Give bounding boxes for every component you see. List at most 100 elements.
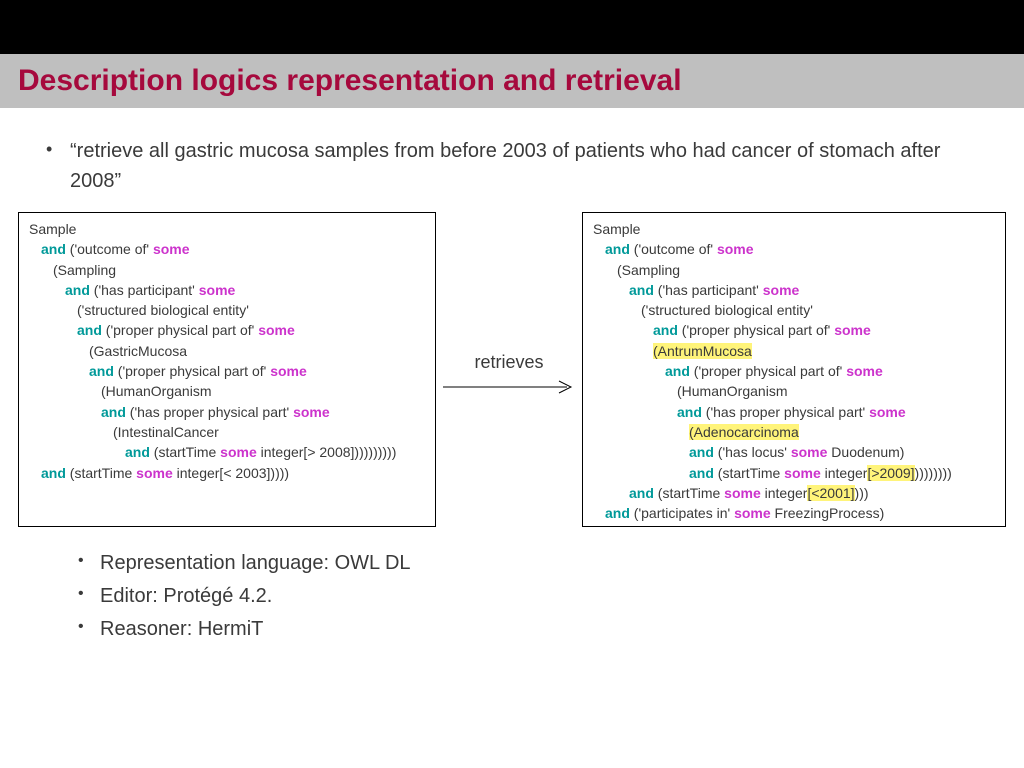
code-token: integer [821, 465, 868, 481]
keyword-and: and [629, 485, 654, 501]
code-line: and ('has proper physical part' some [593, 402, 995, 422]
keyword-and: and [665, 363, 690, 379]
keyword-some: some [258, 322, 295, 338]
keyword-some: some [153, 241, 190, 257]
keyword-some: some [834, 322, 871, 338]
code-line: and ('participates in' some FreezingProc… [593, 503, 995, 523]
code-token: ('proper physical part of' [690, 363, 846, 379]
keyword-some: some [293, 404, 330, 420]
arrow-label: retrieves [474, 352, 543, 373]
keyword-and: and [125, 444, 150, 460]
code-token: ('has proper physical part' [126, 404, 293, 420]
code-line: and (startTime some integer[<2001]))) [593, 483, 995, 503]
code-line: ('structured biological entity' [29, 300, 425, 320]
query-sentence: “retrieve all gastric mucosa samples fro… [70, 136, 974, 196]
code-line: Sample [593, 219, 995, 239]
code-token: ('participates in' [630, 505, 734, 521]
code-token: (HumanOrganism [677, 383, 787, 399]
keyword-some: some [220, 444, 257, 460]
code-token: integer[> 2008]))))))))) [257, 444, 397, 460]
code-line: and ('outcome of' some [593, 239, 995, 259]
footer-bullet-item: Representation language: OWL DL [100, 547, 1024, 580]
result-code-box: Sample and ('outcome of' some (Sampling and… [582, 212, 1006, 527]
code-line: and ('has participant' some [29, 280, 425, 300]
code-line: and ('proper physical part of' some [593, 320, 995, 340]
keyword-some: some [846, 363, 883, 379]
keyword-some: some [724, 485, 761, 501]
code-line: and ('has locus' some Duodenum) [593, 442, 995, 462]
code-line: and ('outcome of' some [29, 239, 425, 259]
code-token: ('has locus' [714, 444, 791, 460]
code-line: and ('proper physical part of' some [29, 320, 425, 340]
code-token: ('outcome of' [66, 241, 153, 257]
keyword-some: some [869, 404, 906, 420]
footer-bullet-list: Representation language: OWL DLEditor: P… [100, 547, 1024, 646]
keyword-some: some [763, 282, 800, 298]
highlighted-token: (AntrumMucosa [653, 343, 752, 359]
code-token: ('proper physical part of' [102, 322, 258, 338]
code-line: and ('has proper physical part' some [29, 402, 425, 422]
code-line: ('structured biological entity' [593, 300, 995, 320]
code-line: and ('has participant' some [593, 280, 995, 300]
keyword-and: and [677, 404, 702, 420]
highlighted-token: [>2009] [867, 465, 914, 481]
slide-title-bar: Description logics representation and re… [0, 54, 1024, 108]
slide-title: Description logics representation and re… [18, 64, 682, 97]
keyword-and: and [605, 505, 630, 521]
code-line: (HumanOrganism [593, 381, 995, 401]
arrow-column: retrieves [436, 212, 582, 399]
code-token: (GastricMucosa [89, 343, 187, 359]
code-token: Sample [593, 221, 640, 237]
keyword-and: and [605, 241, 630, 257]
keyword-and: and [629, 282, 654, 298]
highlighted-token: [<2001] [807, 485, 854, 501]
highlighted-token: (Adenocarcinoma [689, 424, 799, 440]
code-line: (Sampling [593, 260, 995, 280]
code-line: (AntrumMucosa [593, 341, 995, 361]
query-code-box: Sampleand ('outcome of' some(Samplingand… [18, 212, 436, 527]
code-token: ('has participant' [90, 282, 199, 298]
keyword-some: some [199, 282, 236, 298]
code-token: )))))))) [915, 465, 952, 481]
retrieves-arrow-icon [439, 375, 579, 399]
keyword-and: and [41, 241, 66, 257]
keyword-and: and [41, 465, 66, 481]
code-token: (Sampling [617, 262, 680, 278]
code-line: and (startTime some integer[>2009]))))))… [593, 463, 995, 483]
code-line: and ('proper physical part of' some [29, 361, 425, 381]
keyword-and: and [77, 322, 102, 338]
code-token: (startTime [150, 444, 220, 460]
code-token: (startTime [66, 465, 136, 481]
keyword-and: and [101, 404, 126, 420]
keyword-some: some [270, 363, 307, 379]
code-token: ('structured biological entity' [77, 302, 249, 318]
top-black-bar [0, 0, 1024, 54]
code-token: (HumanOrganism [101, 383, 211, 399]
code-line: (IntestinalCancer [29, 422, 425, 442]
code-token: (startTime [714, 465, 784, 481]
code-token: (Sampling [53, 262, 116, 278]
code-token: ('structured biological entity' [641, 302, 813, 318]
keyword-and: and [689, 465, 714, 481]
keyword-and: and [653, 322, 678, 338]
code-line: (Adenocarcinoma [593, 422, 995, 442]
code-token: ('proper physical part of' [114, 363, 270, 379]
code-token: (IntestinalCancer [113, 424, 219, 440]
footer-bullet-item: Reasoner: HermiT [100, 613, 1024, 646]
code-token: FreezingProcess) [771, 505, 885, 521]
code-line: and ('proper physical part of' some [593, 361, 995, 381]
code-token: ('proper physical part of' [678, 322, 834, 338]
keyword-some: some [717, 241, 754, 257]
keyword-and: and [65, 282, 90, 298]
code-token: integer[< 2003])))) [173, 465, 289, 481]
code-panes-row: Sample and ('outcome of' some (Sampling and… [18, 212, 1006, 527]
code-token: ))) [855, 485, 869, 501]
keyword-some: some [136, 465, 173, 481]
code-token: (startTime [654, 485, 724, 501]
code-line: (GastricMucosa [29, 341, 425, 361]
code-token: Duodenum) [827, 444, 904, 460]
code-token: ('has proper physical part' [702, 404, 869, 420]
keyword-some: some [784, 465, 821, 481]
code-line: (Sampling [29, 260, 425, 280]
code-line: and (startTime some integer[> 2008])))))… [29, 442, 425, 462]
